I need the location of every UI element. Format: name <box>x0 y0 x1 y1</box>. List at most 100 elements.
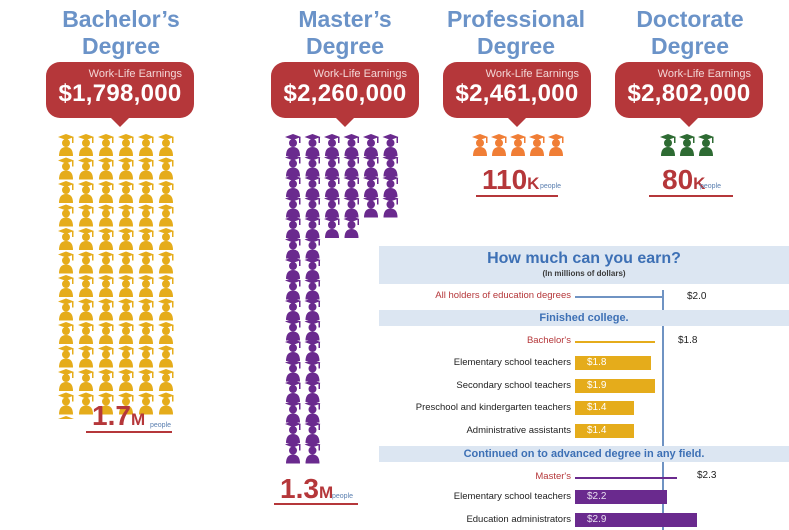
graduate-icon <box>285 257 301 279</box>
count-unit: K <box>527 174 540 193</box>
graduate-icon <box>58 275 74 297</box>
graduate-icon <box>304 421 321 443</box>
bar-row-bar: $2.9 <box>575 512 697 527</box>
graduate-icon <box>158 251 174 274</box>
graduate-icon <box>363 195 379 218</box>
graduate-icon <box>382 195 399 218</box>
graduate-icon <box>324 154 340 177</box>
bar-row-bar: $1.4 <box>575 423 634 438</box>
graduate-icon <box>343 195 360 218</box>
graduate-icon <box>158 228 174 250</box>
graduate-icon <box>118 228 134 250</box>
doctorate-title-line2: Degree <box>651 33 729 59</box>
graduate-icon <box>285 318 301 341</box>
graduate-icon <box>138 298 154 321</box>
graduate-icon <box>343 154 360 177</box>
earnings-label: Work-Life Earnings <box>313 68 407 80</box>
graduate-icon <box>138 322 154 344</box>
graduate-icon <box>78 392 94 415</box>
graduate-icon <box>98 322 114 344</box>
graduate-icon <box>78 181 94 203</box>
graduate-icon <box>285 277 301 300</box>
graduate-icon <box>138 345 154 368</box>
bar-row-label: Education administrators <box>466 513 571 525</box>
earnings-value: $2,260,000 <box>283 80 407 107</box>
bar-row-value: $1.9 <box>587 379 607 391</box>
graduate-icon <box>58 228 74 250</box>
graduate-icon <box>285 134 301 156</box>
earnings-label: Work-Life Earnings <box>88 68 182 80</box>
graduate-icon <box>285 380 301 402</box>
bar-row-label: Secondary school teachers <box>456 379 571 391</box>
masters-label: Master's <box>535 471 571 482</box>
bar-row-value: $1.4 <box>587 402 607 413</box>
graduate-icon <box>158 157 174 180</box>
graduate-icon <box>324 175 340 197</box>
graduate-icon <box>138 369 154 391</box>
graduate-icon <box>472 134 488 156</box>
graduate-icon <box>285 298 301 320</box>
graduate-icon <box>158 369 174 391</box>
graduate-icon <box>118 204 134 227</box>
graduate-icon <box>285 154 301 177</box>
count-sub: people <box>332 493 354 500</box>
graduate-icon <box>285 175 301 197</box>
bachelors-label: Bachelor's <box>526 335 571 346</box>
graduate-icon <box>158 134 174 156</box>
graduate-icon <box>78 369 94 391</box>
masters-bar <box>575 477 677 479</box>
graduate-icon <box>98 298 114 321</box>
bar-row-bar: $2.2 <box>575 490 668 504</box>
graduate-icon <box>78 345 94 368</box>
graduate-icon <box>382 134 399 156</box>
graduate-icon <box>304 134 321 156</box>
graduate-icon <box>324 134 340 156</box>
graduate-icon <box>138 228 154 250</box>
bubble-tail <box>680 118 698 127</box>
graduate-icon <box>529 134 545 156</box>
panel-title: How much can you earn? <box>487 250 681 267</box>
graduate-icon <box>98 181 114 203</box>
masters-title-line2: Degree <box>306 33 384 59</box>
bar-row-label: Administrative assistants <box>466 424 571 436</box>
graduate-icon <box>285 359 301 382</box>
graduate-icon <box>138 251 154 274</box>
graduate-icon <box>304 359 321 382</box>
graduate-icon <box>304 339 321 361</box>
graduate-icon <box>548 134 564 156</box>
graduate-icon <box>304 257 321 279</box>
bar-row-label: Elementary school teachers <box>453 491 571 502</box>
all-holders-label: All holders of education degrees <box>435 290 571 301</box>
divider <box>274 503 358 505</box>
count-number: 80 <box>662 164 694 195</box>
graduate-icon <box>304 298 321 320</box>
bar-row-label: Elementary school teachers <box>453 357 571 368</box>
bachelors-bar <box>575 341 655 343</box>
graduate-icon <box>304 400 321 423</box>
doctorate-count: 80K people <box>662 164 721 195</box>
graduate-icon <box>118 275 134 297</box>
graduate-icon <box>78 322 94 344</box>
earnings-panel: How much can you earn? (In millions of d… <box>379 246 789 530</box>
graduate-icon <box>304 277 321 300</box>
graduate-icon <box>78 204 94 227</box>
graduate-icon <box>138 204 154 227</box>
graduate-icon <box>138 134 154 156</box>
graduate-icon <box>158 298 174 321</box>
masters-title-line1: Master’s <box>298 6 392 32</box>
bar-row-value: $2.9 <box>587 513 607 525</box>
count-number: 1.7 <box>92 400 131 431</box>
graduate-icon <box>158 275 174 297</box>
graduate-icon <box>58 204 74 227</box>
bachelors-title-line2: Degree <box>82 33 160 59</box>
graduate-icon <box>304 154 321 177</box>
graduate-icon <box>304 216 321 238</box>
bubble-tail <box>111 118 129 127</box>
graduate-icon <box>363 134 379 156</box>
masters-value: $2.3 <box>697 470 717 481</box>
graduate-icon <box>285 441 301 464</box>
graduate-icon <box>98 369 114 391</box>
graduate-icon <box>78 275 94 297</box>
bachelors-title-line1: Bachelor’s <box>62 6 180 32</box>
graduate-icon <box>98 204 114 227</box>
